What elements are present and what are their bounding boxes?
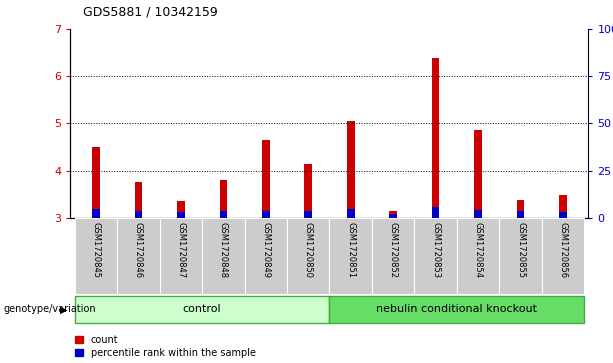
Bar xyxy=(457,218,500,294)
Text: GSM1720850: GSM1720850 xyxy=(304,221,313,278)
Text: GSM1720855: GSM1720855 xyxy=(516,221,525,278)
Bar xyxy=(559,212,567,218)
Bar xyxy=(517,200,524,218)
Bar xyxy=(75,295,330,323)
Bar xyxy=(75,218,117,294)
Bar xyxy=(92,209,100,218)
Bar xyxy=(177,201,185,218)
Legend: count, percentile rank within the sample: count, percentile rank within the sample xyxy=(75,335,256,358)
Bar xyxy=(389,211,397,218)
Bar xyxy=(92,147,100,218)
Text: GSM1720852: GSM1720852 xyxy=(389,221,398,278)
Bar xyxy=(372,218,414,294)
Text: GDS5881 / 10342159: GDS5881 / 10342159 xyxy=(83,5,218,18)
Bar xyxy=(287,218,330,294)
Bar xyxy=(474,130,482,218)
Text: ▶: ▶ xyxy=(60,305,67,314)
Bar xyxy=(500,218,542,294)
Bar xyxy=(347,121,354,218)
Bar xyxy=(159,218,202,294)
Text: GSM1720854: GSM1720854 xyxy=(474,221,482,278)
Bar xyxy=(117,218,159,294)
Bar xyxy=(219,211,227,218)
Bar xyxy=(517,211,524,218)
Text: GSM1720847: GSM1720847 xyxy=(177,221,185,278)
Text: GSM1720853: GSM1720853 xyxy=(431,221,440,278)
Bar xyxy=(219,180,227,218)
Bar xyxy=(202,218,245,294)
Bar xyxy=(177,212,185,218)
Text: GSM1720856: GSM1720856 xyxy=(558,221,568,278)
Bar xyxy=(347,209,354,218)
Bar xyxy=(559,195,567,218)
Bar xyxy=(474,210,482,218)
Bar xyxy=(414,218,457,294)
Bar xyxy=(135,211,142,218)
Text: genotype/variation: genotype/variation xyxy=(3,305,96,314)
Bar xyxy=(432,207,440,218)
Text: GSM1720849: GSM1720849 xyxy=(261,221,270,278)
Text: nebulin conditional knockout: nebulin conditional knockout xyxy=(376,305,538,314)
Bar xyxy=(432,58,440,218)
Bar xyxy=(542,218,584,294)
Text: GSM1720848: GSM1720848 xyxy=(219,221,228,278)
Bar xyxy=(135,182,142,218)
Bar xyxy=(330,218,372,294)
Bar xyxy=(262,211,270,218)
Text: GSM1720851: GSM1720851 xyxy=(346,221,355,278)
Bar xyxy=(245,218,287,294)
Bar xyxy=(305,211,312,218)
Text: control: control xyxy=(183,305,221,314)
Bar xyxy=(389,214,397,218)
Text: GSM1720845: GSM1720845 xyxy=(91,221,101,278)
Bar xyxy=(330,295,584,323)
Text: GSM1720846: GSM1720846 xyxy=(134,221,143,278)
Bar xyxy=(305,163,312,218)
Bar xyxy=(262,140,270,218)
